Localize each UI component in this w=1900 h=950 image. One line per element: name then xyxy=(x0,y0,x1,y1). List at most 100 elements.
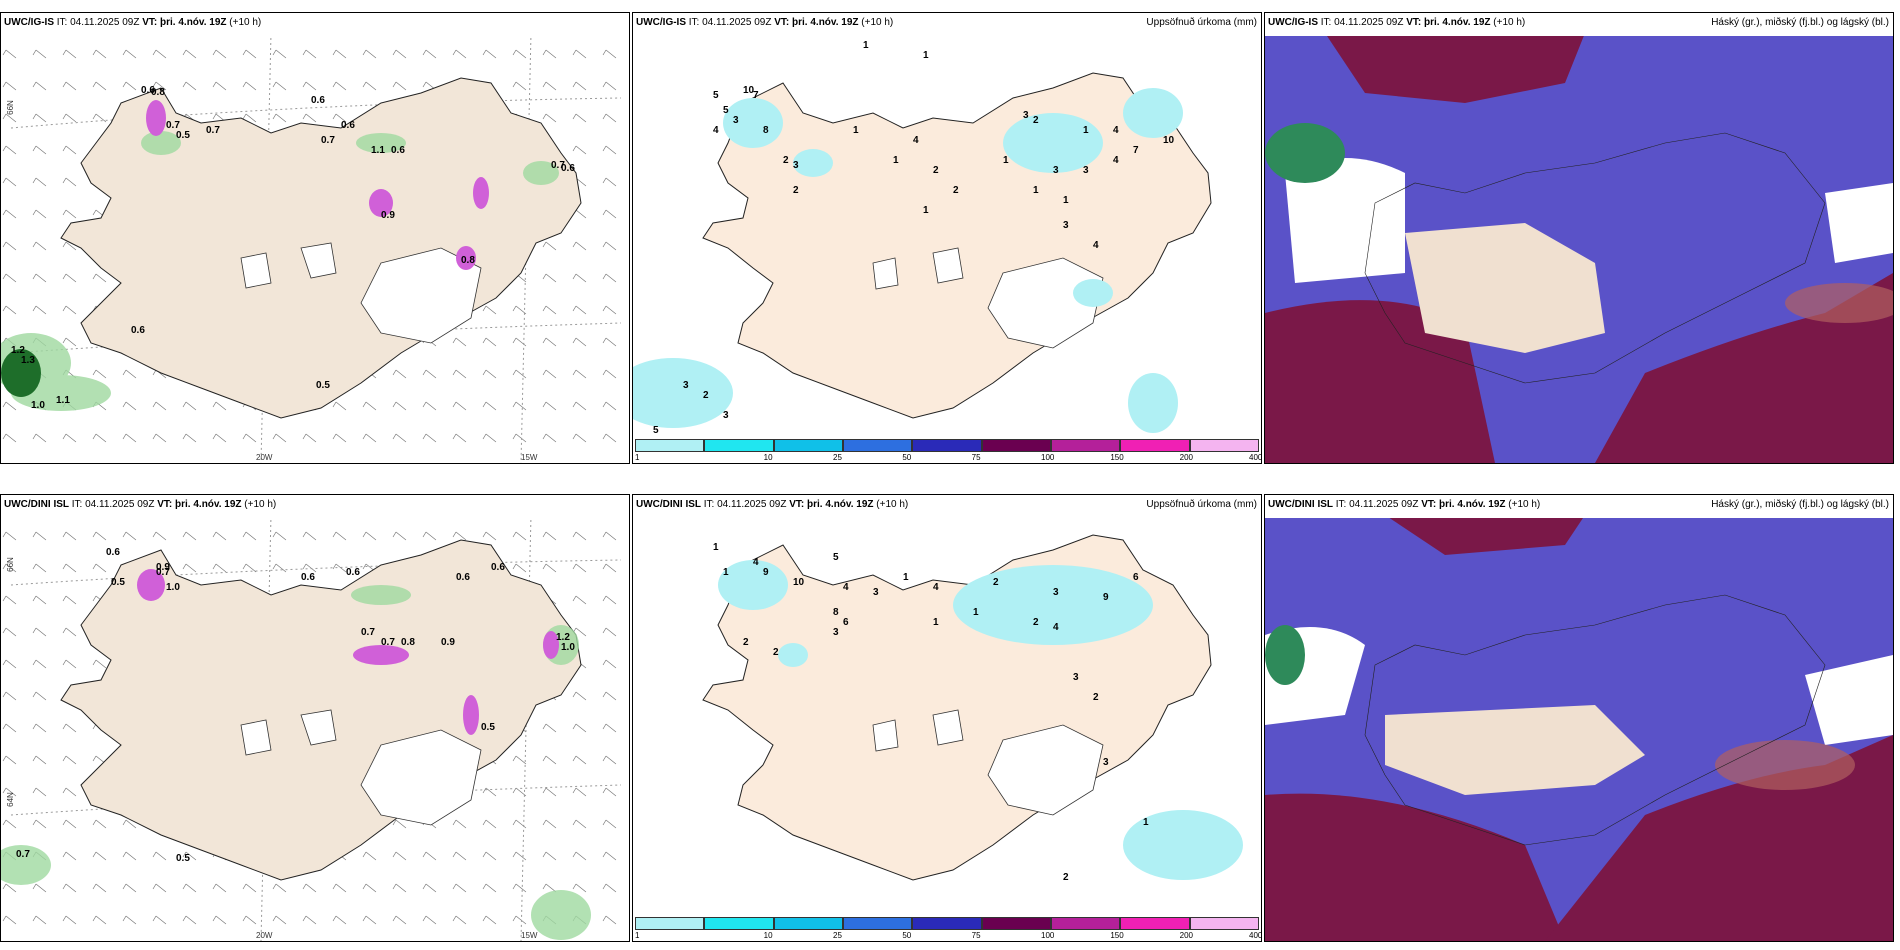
wind-barb xyxy=(242,915,257,925)
wind-barb xyxy=(422,883,437,893)
wind-barb xyxy=(2,563,17,573)
wind-barb xyxy=(272,81,287,91)
precip-value-label: 10 xyxy=(793,577,805,588)
precip-value-label: 3 xyxy=(1073,672,1079,683)
precip-value-label: 3 xyxy=(873,587,879,598)
precip-value-label: 6 xyxy=(1133,572,1139,583)
wind-barb xyxy=(32,563,47,573)
wind-barb xyxy=(62,659,77,669)
mid-cloud xyxy=(1265,625,1305,685)
wind-barb xyxy=(482,401,497,411)
wind-barb xyxy=(362,883,377,893)
wind-value-label: 0.6 xyxy=(456,572,470,583)
wind-barb xyxy=(92,113,107,123)
wind-barb xyxy=(212,49,227,59)
precip-title: Uppsöfnuð úrkoma (mm) xyxy=(1146,499,1257,510)
wind-barb xyxy=(512,531,527,541)
high-cloud xyxy=(1385,515,1585,555)
wind-map: 0.60.50.90.71.00.60.70.6 0.60.61.21.00.7 0… xyxy=(1,515,629,941)
wind-value-label: 0.6 xyxy=(491,562,505,573)
wind-barb xyxy=(2,113,17,123)
wind-barb xyxy=(212,81,227,91)
colorbar-tick: 200 xyxy=(1179,453,1194,462)
wind-barb xyxy=(182,851,197,861)
wind-barb xyxy=(392,369,407,379)
wind-barb xyxy=(542,305,557,315)
wind-barb xyxy=(62,915,77,925)
wind-barb xyxy=(362,81,377,91)
precip-value-label: 1 xyxy=(903,572,909,583)
wind-barb xyxy=(62,883,77,893)
wind-barb xyxy=(62,305,77,315)
wind-barb xyxy=(572,563,587,573)
wind-barb xyxy=(542,563,557,573)
wind-barb xyxy=(482,531,497,541)
wind-barb xyxy=(602,241,617,251)
wind-barb xyxy=(422,401,437,411)
wind-barb xyxy=(452,915,467,925)
precip-value-label: 4 xyxy=(1113,125,1119,136)
wind-barb xyxy=(542,819,557,829)
wind-barb xyxy=(602,113,617,123)
wind-barb xyxy=(32,691,47,701)
wind-barb xyxy=(152,851,167,861)
wind-barb xyxy=(62,563,77,573)
wind-value-label: 0.8 xyxy=(151,87,165,98)
wind-barb xyxy=(332,915,347,925)
high-cloud xyxy=(1265,793,1565,941)
wind-barb xyxy=(212,433,227,443)
wind-barb xyxy=(32,433,47,443)
cloud-map-panel-top: UWC/IG-IS IT: 04.11.2025 09Z VT: þri. 4.… xyxy=(1264,12,1894,464)
precip-value-label: 5 xyxy=(653,425,659,436)
wind-barb xyxy=(602,851,617,861)
wind-barb xyxy=(332,433,347,443)
wind-barb xyxy=(602,49,617,59)
colorbar-swatch xyxy=(1189,917,1259,930)
wind-barb xyxy=(182,81,197,91)
wind-barb xyxy=(182,433,197,443)
wind-map: 0.60.80.70.5 0.70.60.70.61.1 0.60.70.61.31… xyxy=(1,33,629,463)
wind-barb xyxy=(32,241,47,251)
colorbar-swatch xyxy=(1051,917,1121,930)
wind-barb xyxy=(2,595,17,605)
wind-barb xyxy=(2,305,17,315)
wind-barb xyxy=(152,883,167,893)
precip-value-label: 3 xyxy=(1063,220,1069,231)
precip-value-label: 3 xyxy=(793,160,799,171)
wind-barb xyxy=(2,49,17,59)
wind-barb xyxy=(242,81,257,91)
precip-value-label: 8 xyxy=(833,607,839,618)
panel-header: UWC/DINI ISL IT: 04.11.2025 09Z VT: þri.… xyxy=(1265,495,1893,518)
colorbar-tick: 25 xyxy=(833,931,842,940)
colorbar-tick: 150 xyxy=(1110,931,1124,940)
wind-barb xyxy=(452,851,467,861)
precip-value-label: 1 xyxy=(1083,125,1089,136)
low-cloud-over-land xyxy=(1405,223,1605,353)
precip-value-label: 3 xyxy=(1053,587,1059,598)
wind-barb xyxy=(512,401,527,411)
cloud-title: Háský (gr.), miðský (fj.bl.) og lágský (… xyxy=(1711,499,1889,510)
precip-magenta xyxy=(137,569,559,735)
wind-barb xyxy=(542,723,557,733)
wind-barb xyxy=(2,915,17,925)
wind-barb xyxy=(62,113,77,123)
wind-barb xyxy=(602,883,617,893)
wind-value-label: 0.7 xyxy=(361,627,375,638)
wind-barb xyxy=(392,401,407,411)
wind-barb xyxy=(152,915,167,925)
precip-value-label: 3 xyxy=(683,380,689,391)
wind-barb xyxy=(572,691,587,701)
wind-barb xyxy=(452,401,467,411)
wind-barb xyxy=(2,145,17,155)
wind-barb xyxy=(62,433,77,443)
precip-value-label: 1 xyxy=(1063,195,1069,206)
wind-barb xyxy=(572,755,587,765)
wind-barb xyxy=(62,755,77,765)
wind-value-label: 1.0 xyxy=(561,642,575,653)
wind-barb xyxy=(32,659,47,669)
wind-barb xyxy=(422,369,437,379)
precip-value-label: 5 xyxy=(723,105,729,116)
wind-barb xyxy=(302,433,317,443)
cloud-title: Háský (gr.), miðský (fj.bl.) og lágský (… xyxy=(1711,17,1889,28)
